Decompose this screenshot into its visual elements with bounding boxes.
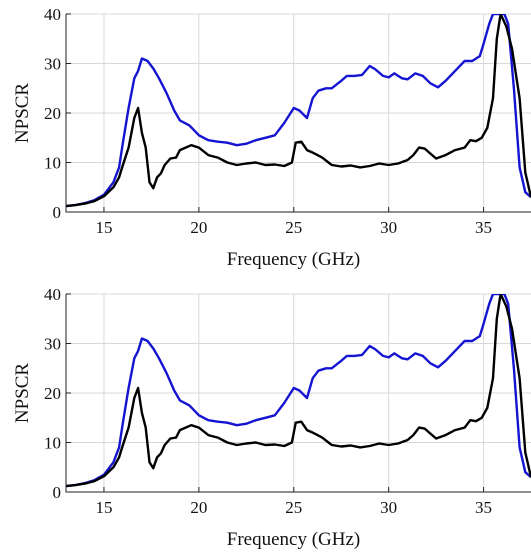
x-tick-label: 20 bbox=[190, 498, 207, 517]
y-tick-label: 20 bbox=[44, 104, 61, 123]
y-tick-label: 30 bbox=[44, 55, 61, 74]
y-tick-label: 0 bbox=[53, 203, 62, 222]
bottom-chart: 15 20 25 30 35 0 10 20 30 40 Frequency (GHz) NPSCR bbox=[12, 285, 531, 550]
y-tick-label: 20 bbox=[44, 384, 61, 403]
y-tick-label: 10 bbox=[44, 154, 61, 173]
top-chart: 15 20 25 30 35 0 10 20 30 40 Frequency (GHz) NPSCR bbox=[12, 5, 531, 270]
x-axis-label: Frequency (GHz) bbox=[227, 249, 360, 270]
x-tick-label: 30 bbox=[380, 218, 397, 237]
x-tick-label: 15 bbox=[95, 218, 112, 237]
y-tick-label: 10 bbox=[44, 434, 61, 453]
x-tick-label: 30 bbox=[380, 498, 397, 517]
series-line-2 bbox=[66, 14, 531, 208]
x-tick-label: 25 bbox=[285, 218, 302, 237]
x-tick-label: 20 bbox=[190, 218, 207, 237]
x-tick-label: 35 bbox=[475, 498, 492, 517]
y-axis-label: NPSCR bbox=[12, 363, 33, 424]
x-tick-label: 35 bbox=[475, 218, 492, 237]
series-line-1 bbox=[66, 14, 531, 208]
x-axis-label: Frequency (GHz) bbox=[227, 529, 360, 550]
y-axis-label: NPSCR bbox=[12, 83, 33, 144]
x-tick-label: 25 bbox=[285, 498, 302, 517]
series-line-1 bbox=[66, 294, 531, 488]
y-tick-label: 40 bbox=[44, 285, 61, 304]
y-tick-label: 30 bbox=[44, 335, 61, 354]
series-line-2 bbox=[66, 294, 531, 488]
y-tick-label: 0 bbox=[53, 483, 62, 502]
x-tick-label: 15 bbox=[95, 498, 112, 517]
y-tick-label: 40 bbox=[44, 5, 61, 24]
